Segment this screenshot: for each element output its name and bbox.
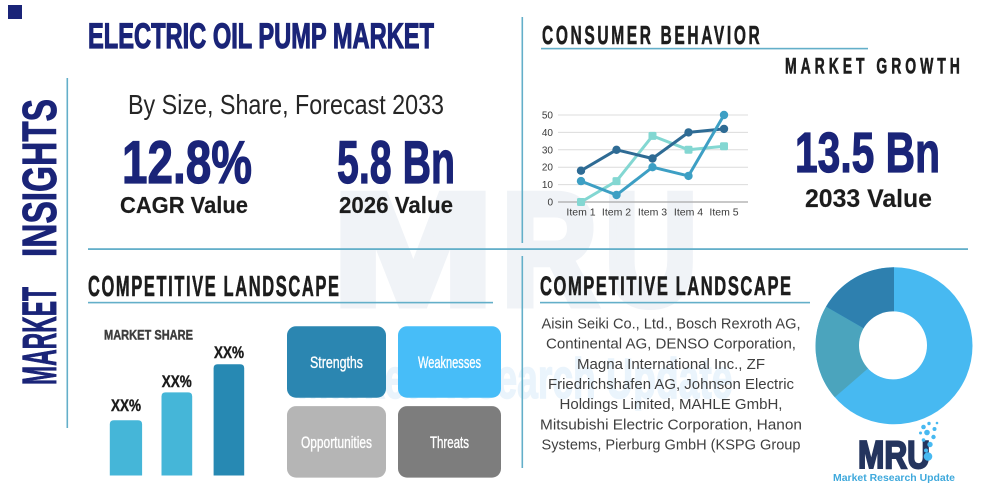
svg-text:Item 2: Item 2 [602, 207, 631, 219]
svg-text:XX%: XX% [111, 398, 141, 415]
svg-text:XX%: XX% [214, 345, 244, 362]
svg-text:Strengths: Strengths [310, 353, 363, 371]
svg-text:Opportunities: Opportunities [301, 433, 372, 451]
svg-text:2033 Value: 2033 Value [805, 186, 932, 213]
svg-text:COMPETITIVE LANDSCAPE: COMPETITIVE LANDSCAPE [88, 270, 341, 302]
svg-text:INSIGHTS: INSIGHTS [14, 99, 68, 257]
svg-text:50: 50 [542, 111, 554, 122]
svg-text:30: 30 [542, 145, 554, 156]
svg-text:Aisin Seiki Co., Ltd., Bosch R: Aisin Seiki Co., Ltd., Bosch Rexroth AG, [542, 316, 801, 332]
svg-text:Magna International Inc., ZF: Magna International Inc., ZF [577, 357, 765, 373]
svg-text:Item 4: Item 4 [674, 207, 703, 219]
svg-text:MARKET SHARE: MARKET SHARE [104, 328, 193, 343]
svg-text:CAGR Value: CAGR Value [120, 191, 248, 218]
svg-text:Continental AG, DENSO Corporat: Continental AG, DENSO Corporation, [546, 337, 796, 353]
svg-text:Market Research Update: Market Research Update [833, 473, 955, 484]
svg-text:Friedrichshafen AG, Johnson El: Friedrichshafen AG, Johnson Electric [548, 377, 794, 393]
svg-text:5.8 Bn: 5.8 Bn [337, 128, 455, 196]
svg-text:10: 10 [542, 180, 554, 191]
svg-text:MARKET: MARKET [14, 287, 68, 385]
svg-text:MARKET GROWTH: MARKET GROWTH [785, 53, 964, 78]
svg-text:20: 20 [542, 163, 554, 174]
svg-text:Item 1: Item 1 [566, 207, 595, 219]
svg-text:COMPETITIVE LANDSCAPE: COMPETITIVE LANDSCAPE [540, 271, 793, 301]
svg-text:40: 40 [542, 128, 554, 139]
svg-text:Systems, Pierburg GmbH (KSPG G: Systems, Pierburg GmbH (KSPG Group [542, 438, 801, 454]
svg-text:Threats: Threats [430, 433, 469, 451]
svg-text:0: 0 [547, 198, 553, 209]
svg-text:12.8%: 12.8% [122, 128, 252, 196]
svg-text:Holdings Limited, MAHLE GmbH,: Holdings Limited, MAHLE GmbH, [560, 397, 783, 413]
svg-text:MRU: MRU [858, 434, 930, 478]
svg-text:2026 Value: 2026 Value [339, 191, 453, 218]
svg-text:Item 3: Item 3 [638, 207, 667, 219]
svg-text:ELECTRIC OIL PUMP MARKET: ELECTRIC OIL PUMP MARKET [88, 16, 434, 56]
svg-text:By Size, Share, Forecast 2033: By Size, Share, Forecast 2033 [128, 91, 444, 121]
svg-text:13.5 Bn: 13.5 Bn [795, 122, 940, 185]
svg-text:XX%: XX% [162, 374, 192, 391]
svg-text:Weaknesses: Weaknesses [418, 353, 481, 371]
svg-text:Item 5: Item 5 [709, 207, 738, 219]
svg-text:Mitsubishi Electric Corporatio: Mitsubishi Electric Corporation, Hanon [540, 417, 802, 433]
svg-text:CONSUMER BEHAVIOR: CONSUMER BEHAVIOR [542, 21, 762, 50]
